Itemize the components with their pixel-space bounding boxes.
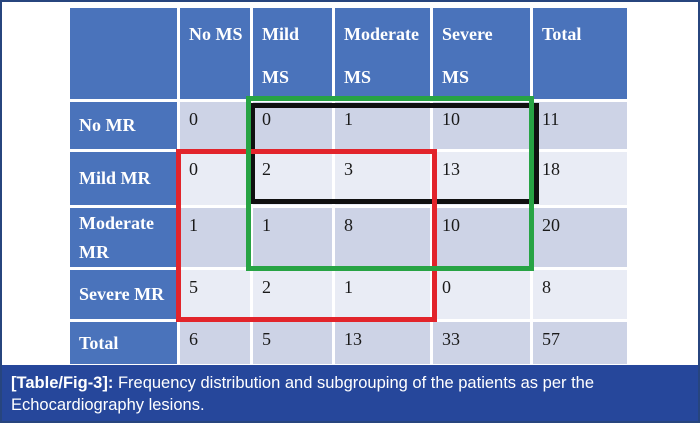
cell-moderate-mr-mild-ms: 1 [253,208,332,267]
cell-no-mr-total: 11 [533,102,627,149]
header-moderate-ms-line1: Moderate [344,24,419,44]
row-label-total: Total [70,322,177,364]
header-cell-mild-ms: Mild MS [253,8,332,99]
cell-severe-mr-mild-ms: 2 [253,270,332,319]
cell-moderate-mr-severe-ms: 10 [433,208,530,267]
cell-total-moderate-ms: 13 [335,322,430,364]
cell-severe-mr-moderate-ms: 1 [335,270,430,319]
figure-caption: [Table/Fig-3]: Frequency distribution an… [2,365,698,421]
header-mild-ms-line2: MS [262,67,289,87]
frequency-table: No MS Mild MS Moderate MS Severe MS Tota… [70,8,627,364]
cell-no-mr-moderate-ms: 1 [335,102,430,149]
figure-caption-text: Frequency distribution and subgrouping o… [11,374,595,414]
cell-mild-mr-total: 18 [533,152,627,205]
row-label-no-mr: No MR [70,102,177,149]
row-label-moderate-mr: Moderate MR [70,208,177,267]
cell-moderate-mr-moderate-ms: 8 [335,208,430,267]
header-mild-ms-line1: Mild [262,24,300,44]
cell-total-total: 57 [533,322,627,364]
row-label-mild-mr: Mild MR [70,152,177,205]
header-no-ms-line1: No MS [189,24,243,44]
cell-total-no-ms: 6 [180,322,250,364]
cell-mild-mr-severe-ms: 13 [433,152,530,205]
cell-mild-mr-mild-ms: 2 [253,152,332,205]
header-severe-ms-line2: MS [442,67,469,87]
cell-severe-mr-total: 8 [533,270,627,319]
header-moderate-ms-line2: MS [344,67,371,87]
header-severe-ms-line1: Severe [442,24,493,44]
cell-moderate-mr-no-ms: 1 [180,208,250,267]
cell-severe-mr-severe-ms: 0 [433,270,530,319]
header-cell-moderate-ms: Moderate MS [335,8,430,99]
cell-no-mr-no-ms: 0 [180,102,250,149]
header-cell-no-ms: No MS [180,8,250,99]
header-cell-corner [70,8,177,99]
row-label-severe-mr: Severe MR [70,270,177,319]
cell-mild-mr-no-ms: 0 [180,152,250,205]
cell-total-severe-ms: 33 [433,322,530,364]
cell-total-mild-ms: 5 [253,322,332,364]
header-total-line1: Total [542,24,582,44]
header-cell-total: Total [533,8,627,99]
cell-moderate-mr-total: 20 [533,208,627,267]
cell-no-mr-severe-ms: 10 [433,102,530,149]
cell-no-mr-mild-ms: 0 [253,102,332,149]
header-cell-severe-ms: Severe MS [433,8,530,99]
cell-mild-mr-moderate-ms: 3 [335,152,430,205]
cell-severe-mr-no-ms: 5 [180,270,250,319]
figure-caption-label: [Table/Fig-3]: [11,374,114,392]
